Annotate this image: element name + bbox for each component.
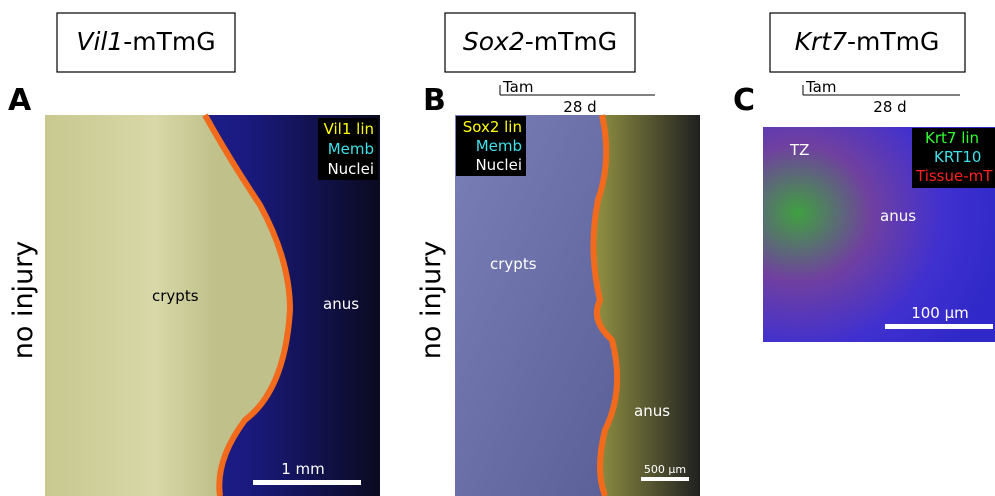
legend-entry: Nuclei	[327, 160, 374, 178]
condition-label: no injury	[416, 241, 447, 360]
legend-entry: Vil1 lin	[324, 120, 374, 138]
region-label: crypts	[152, 287, 199, 305]
region-label: anus	[634, 402, 670, 420]
timeline-end: 28 d	[873, 98, 906, 116]
legend-entry: KRT10	[934, 148, 981, 166]
legend-entry: Memb	[328, 140, 374, 158]
panel-letter: A	[8, 83, 32, 118]
legend-entry: Sox2 lin	[463, 118, 522, 136]
scale-bar	[641, 477, 689, 481]
panel-title: Krt7-mTmG	[795, 27, 940, 56]
scale-bar	[253, 480, 361, 485]
panel-letter: C	[733, 83, 755, 118]
figure: Vil1-mTmG A no injury Vil1 lin Memb Nucl…	[0, 0, 995, 496]
figure-canvas: Vil1-mTmG A no injury Vil1 lin Memb Nucl…	[0, 0, 995, 496]
legend-entry: Krt7 lin	[925, 129, 979, 147]
panel-title: Vil1-mTmG	[76, 27, 215, 56]
scale-bar-label: 100 µm	[911, 304, 969, 322]
scale-bar	[885, 324, 993, 329]
scale-bar-label: 500 µm	[644, 463, 686, 476]
condition-label: no injury	[8, 241, 39, 360]
region-label: crypts	[490, 255, 537, 273]
legend-entry: Nuclei	[475, 156, 522, 174]
timeline-start: Tam	[502, 78, 533, 96]
legend-entry: Tissue-mT	[915, 167, 993, 185]
panel-letter: B	[423, 83, 446, 118]
panel-title: Sox2-mTmG	[463, 27, 617, 56]
region-label: anus	[323, 295, 359, 313]
timeline-end: 28 d	[563, 98, 596, 116]
region-label: anus	[880, 207, 916, 225]
region-label: TZ	[789, 141, 809, 159]
timeline-start: Tam	[805, 78, 836, 96]
legend-entry: Memb	[476, 137, 522, 155]
scale-bar-label: 1 mm	[281, 460, 325, 478]
